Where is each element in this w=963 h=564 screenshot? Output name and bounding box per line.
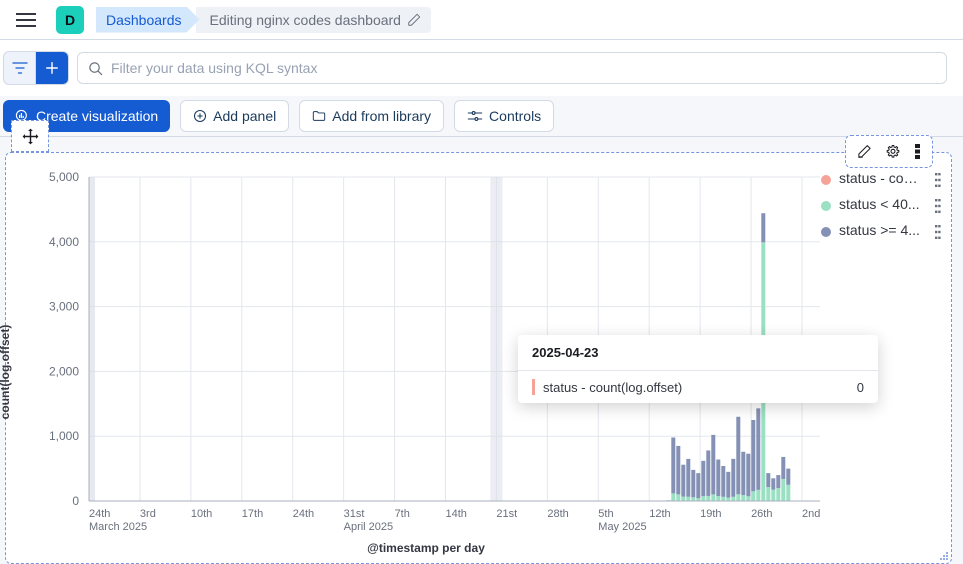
svg-text:21st: 21st bbox=[496, 508, 517, 520]
svg-text:12th: 12th bbox=[649, 508, 670, 520]
svg-text:3,000: 3,000 bbox=[49, 300, 79, 314]
svg-text:2nd: 2nd bbox=[802, 508, 820, 520]
svg-text:7th: 7th bbox=[395, 508, 410, 520]
svg-text:14th: 14th bbox=[446, 508, 467, 520]
svg-text:24th: 24th bbox=[293, 508, 314, 520]
svg-text:March 2025: March 2025 bbox=[89, 521, 147, 533]
svg-text:3rd: 3rd bbox=[140, 508, 156, 520]
svg-text:10th: 10th bbox=[191, 508, 212, 520]
svg-text:2,000: 2,000 bbox=[49, 364, 79, 378]
svg-text:19th: 19th bbox=[700, 508, 721, 520]
svg-text:5,000: 5,000 bbox=[49, 170, 79, 184]
svg-text:31st: 31st bbox=[344, 508, 365, 520]
svg-text:24th: 24th bbox=[89, 508, 110, 520]
svg-text:17th: 17th bbox=[242, 508, 263, 520]
svg-text:April 2025: April 2025 bbox=[344, 521, 394, 533]
svg-text:May 2025: May 2025 bbox=[598, 521, 646, 533]
svg-text:4,000: 4,000 bbox=[49, 235, 79, 249]
svg-text:26th: 26th bbox=[751, 508, 772, 520]
svg-text:1,000: 1,000 bbox=[49, 429, 79, 443]
svg-text:0: 0 bbox=[72, 494, 79, 508]
svg-text:5th: 5th bbox=[598, 508, 613, 520]
svg-text:28th: 28th bbox=[547, 508, 568, 520]
